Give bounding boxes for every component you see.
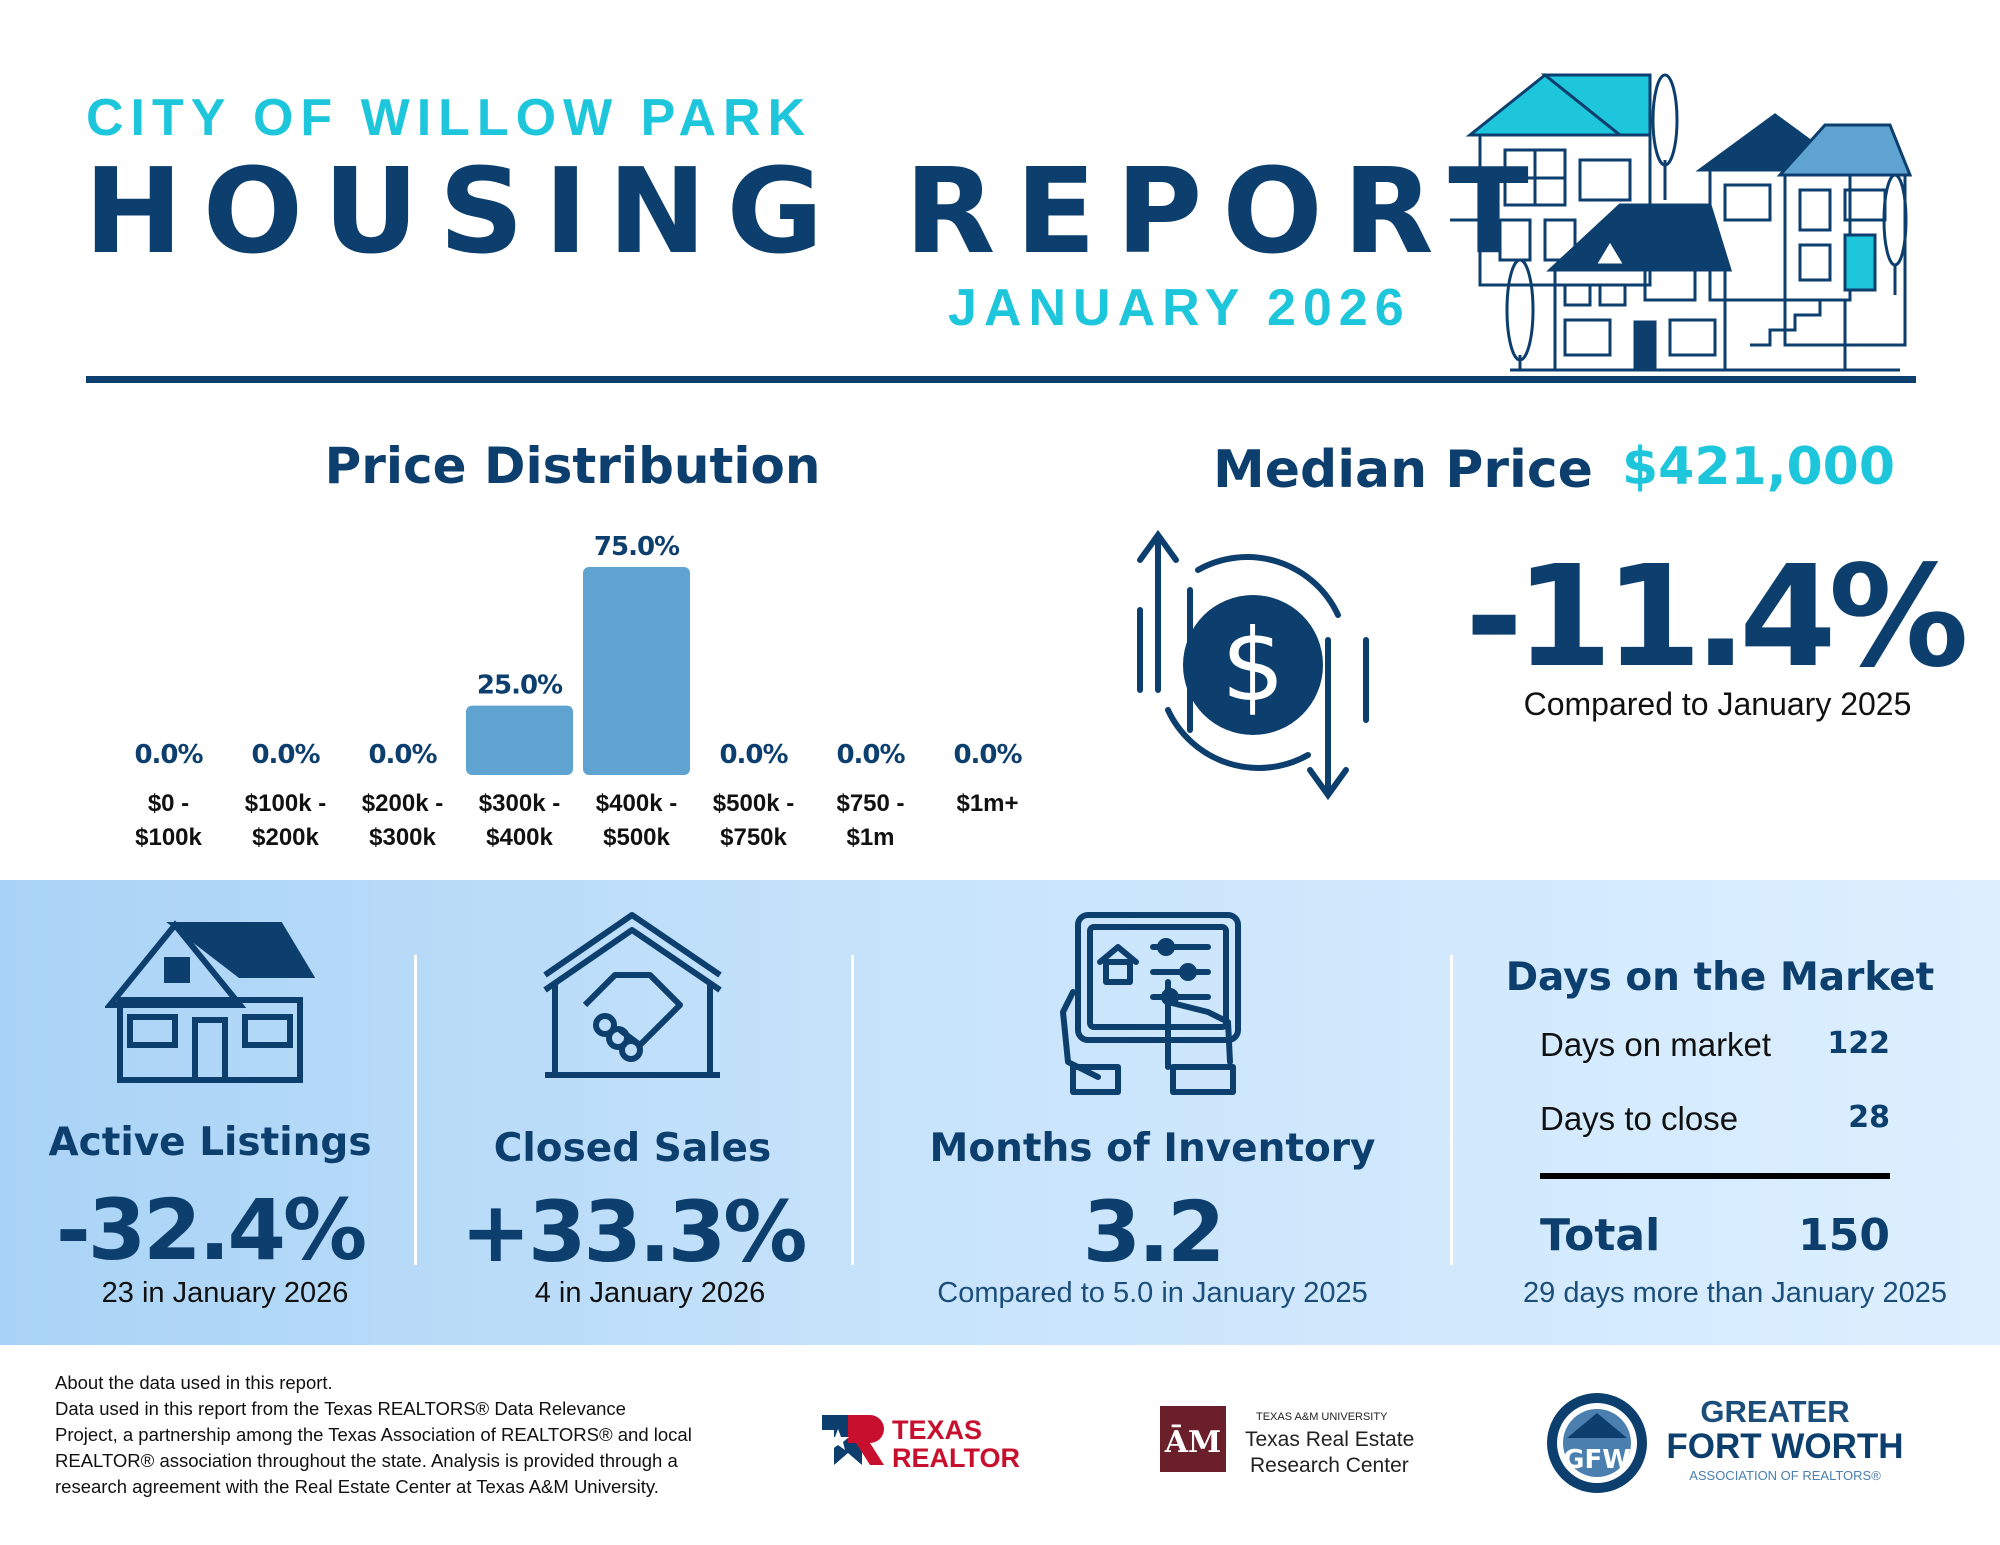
texas-realtors-logo: TEXAS REALTORS: [822, 1415, 1020, 1473]
header-divider: [86, 376, 1916, 383]
chart-category-label: $100k: [135, 824, 202, 851]
about-line: Project, a partnership among the Texas A…: [55, 1424, 692, 1445]
chart-category-label: $500k -: [713, 790, 794, 817]
chart-bar: [466, 705, 573, 775]
active-listings-sub: 23 in January 2026: [101, 1277, 349, 1309]
report-title: HOUSING REPORT: [84, 142, 1549, 280]
chart-category-label: $1m: [846, 824, 894, 851]
houses-illustration-icon: [1450, 73, 1913, 372]
chart-category-label: $400k: [486, 824, 553, 851]
stat-divider: [851, 955, 854, 1265]
closed-sales-sub: 4 in January 2026: [534, 1277, 766, 1309]
tamu-name-line2: Research Center: [1250, 1454, 1409, 1477]
svg-text:ĀM: ĀM: [1164, 1424, 1221, 1460]
chart-value-label: 0.0%: [836, 740, 905, 770]
dom-compare-note: 29 days more than January 2025: [1523, 1277, 1947, 1309]
dom-total-rule: [1540, 1173, 1890, 1179]
about-line: REALTOR® association throughout the stat…: [55, 1450, 678, 1471]
chart-category-label: $0 -: [148, 790, 189, 817]
chart-value-label: 75.0%: [594, 532, 680, 562]
chart-category-label: $200k -: [362, 790, 443, 817]
tablet-hands-icon: [1060, 912, 1241, 1095]
chart-value-label: 0.0%: [134, 740, 203, 770]
price-distribution-title: Price Distribution: [324, 437, 821, 495]
chart-value-label: 0.0%: [368, 740, 437, 770]
chart-value-label: 25.0%: [477, 671, 563, 701]
median-price-value: $421,000: [1622, 437, 1896, 497]
dom-row-value: 122: [1827, 1026, 1890, 1061]
report-month: JANUARY 2026: [948, 279, 1411, 337]
active-listings-title: Active Listings: [48, 1120, 372, 1165]
chart-value-label: 0.0%: [953, 740, 1022, 770]
texas-realtors-line2: REALTORS: [892, 1443, 1020, 1473]
svg-text:$: $: [1221, 607, 1285, 724]
days-on-market-title: Days on the Market: [1505, 955, 1935, 1000]
stats-band: [0, 880, 2000, 1345]
chart-category-label: $1m+: [956, 790, 1018, 817]
median-price-compare: Compared to January 2025: [1523, 686, 1912, 722]
chart-category-label: $200k: [252, 824, 319, 851]
chart-category-label: $400k -: [596, 790, 677, 817]
about-data-text: About the data used in this report. Data…: [55, 1370, 815, 1500]
dollar-cycle-icon: $: [1137, 529, 1369, 801]
dom-total-value: 150: [1798, 1210, 1890, 1261]
active-listings-value: -32.4%: [55, 1181, 367, 1279]
city-name: CITY OF WILLOW PARK: [86, 89, 813, 147]
median-price-label: Median Price: [1213, 440, 1593, 500]
gfw-line1: GREATER: [1700, 1394, 1849, 1429]
tamu-real-estate-logo: ĀM TEXAS A&M UNIVERSITY Texas Real Estat…: [1160, 1406, 1414, 1477]
about-line: About the data used in this report.: [55, 1372, 333, 1393]
closed-sales-title: Closed Sales: [493, 1126, 772, 1171]
about-line: Data used in this report from the Texas …: [55, 1398, 626, 1419]
chart-category-label: $750k: [720, 824, 787, 851]
texas-realtors-line1: TEXAS: [892, 1415, 982, 1445]
svg-text:GFW: GFW: [1563, 1445, 1631, 1475]
dom-row-label: Days to close: [1540, 1100, 1739, 1137]
stat-divider: [414, 955, 417, 1265]
gfw-line2: FORT WORTH: [1666, 1427, 1903, 1466]
dom-row-days-on-market: Days on market 122: [1540, 1026, 1890, 1064]
chart-value-label: 0.0%: [719, 740, 788, 770]
months-inventory-value: 3.2: [1082, 1183, 1226, 1281]
months-inventory-sub: Compared to 5.0 in January 2025: [937, 1277, 1368, 1309]
chart-category-label: $300k -: [479, 790, 560, 817]
dom-row-days-to-close: Days to close 28: [1540, 1100, 1890, 1138]
median-price-change: -11.4%: [1465, 536, 1969, 699]
greater-fort-worth-logo: GFW GREATER FORT WORTH ASSOCIATION OF RE…: [1547, 1393, 1904, 1493]
closed-sales-value: +33.3%: [460, 1183, 808, 1281]
about-line: research agreement with the Real Estate …: [55, 1476, 659, 1497]
dom-row-value: 28: [1848, 1100, 1890, 1135]
stat-divider: [1450, 955, 1453, 1265]
dom-total-label: Total: [1540, 1210, 1661, 1261]
chart-bar: [583, 567, 690, 775]
price-distribution-chart: 0.0% $0 - $100k 0.0% $100k - $200k 0.0% $200k -…: [134, 532, 1023, 851]
chart-category-label: $750 -: [836, 790, 904, 817]
chart-value-label: 0.0%: [251, 740, 320, 770]
gfw-line3: ASSOCIATION OF REALTORS®: [1689, 1468, 1881, 1483]
house-icon: [105, 920, 315, 1083]
chart-category-label: $500k: [603, 824, 670, 851]
chart-category-label: $300k: [369, 824, 436, 851]
chart-category-label: $100k -: [245, 790, 326, 817]
handshake-house-icon: [543, 912, 722, 1078]
months-inventory-title: Months of Inventory: [929, 1126, 1376, 1171]
tamu-name-line1: Texas Real Estate: [1245, 1428, 1414, 1451]
dom-total-row: Total 150: [1540, 1210, 1890, 1261]
dom-row-label: Days on market: [1540, 1026, 1772, 1063]
tamu-small-text: TEXAS A&M UNIVERSITY: [1256, 1411, 1388, 1423]
